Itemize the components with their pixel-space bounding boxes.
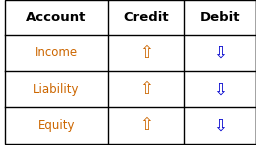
Text: ⇧: ⇧	[139, 80, 153, 98]
Text: ⇧: ⇧	[139, 44, 153, 62]
Text: Debit: Debit	[200, 11, 240, 24]
Text: Account: Account	[26, 11, 87, 24]
Text: ⇩: ⇩	[213, 116, 227, 134]
Text: ⇩: ⇩	[213, 44, 227, 62]
Text: ⇩: ⇩	[213, 80, 227, 98]
Text: Credit: Credit	[123, 11, 169, 24]
Text: Equity: Equity	[38, 119, 75, 132]
Text: Income: Income	[35, 46, 78, 59]
Text: ⇧: ⇧	[139, 116, 153, 134]
Text: Liability: Liability	[33, 83, 80, 96]
